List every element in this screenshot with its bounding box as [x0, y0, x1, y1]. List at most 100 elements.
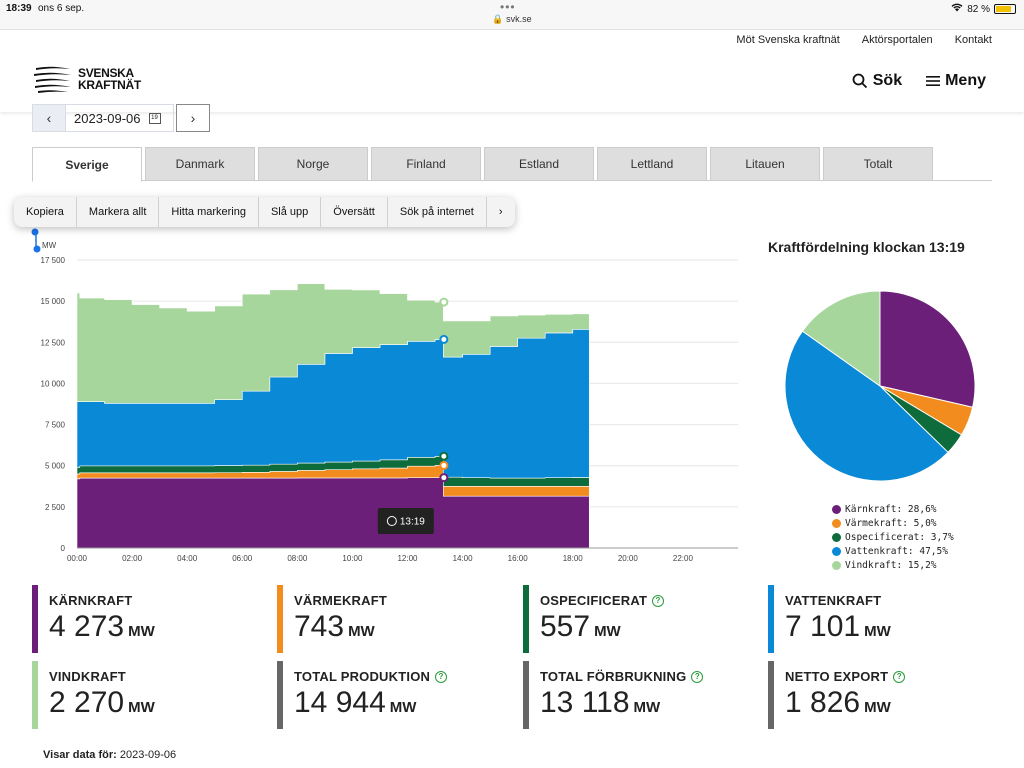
ctx-copy[interactable]: Kopiera — [14, 197, 77, 227]
card-total-forbrukning: TOTAL FÖRBRUKNING? 13 118 MW — [523, 661, 743, 729]
data-date-value: 2023-09-06 — [119, 749, 177, 761]
ctx-look-up[interactable]: Slå upp — [259, 197, 322, 227]
pie-title: Kraftfördelning klockan 13:19 — [768, 239, 965, 255]
card-vindkraft: VINDKRAFT 2 270 MW — [32, 661, 252, 729]
date-navigator: ‹ 2023-09-06 19 › — [32, 104, 210, 134]
toplink-kontakt[interactable]: Kontakt — [954, 34, 992, 46]
tab-norge[interactable]: Norge — [258, 147, 368, 180]
next-day-button[interactable]: › — [176, 104, 210, 132]
card-label: VINDKRAFT — [49, 669, 126, 684]
pie-chart-svg[interactable] — [780, 286, 980, 486]
pie-slice-kärnkraft[interactable] — [879, 290, 976, 408]
toplink-aktorsportalen[interactable]: Aktörsportalen — [861, 34, 933, 46]
clock-icon — [386, 516, 397, 526]
browser-dots-icon[interactable]: ••• — [500, 0, 516, 14]
ios-status-bar: 18:39 ons 6 sep. ••• 🔒 svk.se 82 % — [0, 0, 1024, 30]
tab-estland[interactable]: Estland — [484, 147, 594, 180]
legend-dot — [832, 546, 841, 556]
tab-lettland[interactable]: Lettland — [597, 147, 707, 180]
card-ospecificerat: OSPECIFICERAT? 557 MW — [523, 585, 743, 653]
status-date: ons 6 sep. — [38, 3, 85, 14]
selection-handle[interactable] — [33, 245, 41, 253]
hamburger-icon — [926, 76, 941, 86]
card-label: TOTAL PRODUKTION? — [294, 661, 497, 684]
search-icon — [852, 73, 867, 89]
card-total-produktion: TOTAL PRODUKTION? 14 944 MW — [277, 661, 497, 729]
production-chart[interactable]: 0 2 500 5 000 7 500 10 000 12 500 15 000 17 500… — [20, 228, 750, 568]
tab-totalt[interactable]: Totalt — [823, 147, 933, 180]
y-tick-label: 2 500 — [45, 503, 66, 512]
legend-dot — [832, 560, 841, 570]
production-chart-svg[interactable]: 0 2 500 5 000 7 500 10 000 12 500 15 000 17 500… — [20, 228, 750, 568]
hover-marker — [439, 460, 449, 470]
pie-slice-vattenkraft[interactable] — [784, 330, 949, 482]
country-tabs: Sverige Danmark Norge Finland Estland Le… — [32, 147, 992, 182]
legend-item-varmekraft[interactable]: Värmekraft: 5,0% — [832, 516, 954, 530]
menu-label: Meny — [945, 72, 986, 89]
legend-item-karnkraft[interactable]: Kärnkraft: 28,6% — [832, 502, 954, 516]
previous-day-button[interactable]: ‹ — [32, 104, 66, 132]
toplink-mot-svenska-kraftnat[interactable]: Möt Svenska kraftnät — [736, 34, 840, 46]
status-time: 18:39 — [6, 3, 32, 14]
time-tooltip — [377, 508, 434, 534]
url-text: svk.se — [506, 14, 532, 24]
help-icon[interactable]: ? — [893, 670, 906, 683]
calendar-icon[interactable]: 19 — [148, 112, 161, 124]
legend-label: Värmekraft: 5,0% — [845, 517, 937, 529]
chevron-right-icon: › — [190, 110, 196, 126]
site-header: Möt Svenska kraftnät Aktörsportalen Kont… — [0, 30, 1024, 112]
x-tick-label: 08:00 — [287, 554, 308, 563]
menu-button[interactable]: Meny — [926, 72, 986, 90]
address-bar[interactable]: 🔒 svk.se — [0, 14, 1024, 25]
battery-percent: 82 % — [967, 3, 990, 15]
ctx-find-selection[interactable]: Hitta markering — [159, 197, 259, 227]
search-button[interactable]: Sök — [852, 72, 902, 90]
tab-finland[interactable]: Finland — [371, 147, 481, 180]
card-karnkraft: KÄRNKRAFT 4 273 MW — [32, 585, 252, 653]
y-tick-label: 7 500 — [45, 421, 66, 430]
ctx-select-all[interactable]: Markera allt — [77, 197, 160, 227]
legend-item-vindkraft[interactable]: Vindkraft: 15,2% — [832, 558, 954, 572]
x-tick-label: 06:00 — [232, 554, 253, 563]
legend-label: Vindkraft: 15,2% — [845, 559, 937, 571]
card-value: 14 944 MW — [294, 686, 417, 719]
tab-danmark[interactable]: Danmark — [145, 147, 255, 180]
card-value: 4 273 MW — [49, 610, 155, 643]
tab-sverige[interactable]: Sverige — [32, 147, 142, 182]
top-links: Möt Svenska kraftnät Aktörsportalen Kont… — [736, 34, 992, 46]
card-varmekraft: VÄRMEKRAFT 743 MW — [277, 585, 497, 653]
search-label: Sök — [872, 72, 903, 89]
card-vattenkraft: VATTENKRAFT 7 101 MW — [768, 585, 988, 653]
battery-icon — [994, 4, 1016, 14]
card-label: OSPECIFICERAT? — [540, 585, 743, 608]
ctx-search-web[interactable]: Sök på internet — [388, 197, 487, 227]
legend-dot — [832, 518, 841, 528]
help-icon[interactable]: ? — [691, 670, 704, 683]
pie-slice-vindkraft[interactable] — [801, 290, 881, 387]
y-tick-label: 0 — [61, 544, 66, 553]
selection-handle[interactable] — [31, 228, 39, 236]
date-field[interactable]: 2023-09-06 19 — [66, 104, 174, 132]
x-tick-label: 18:00 — [563, 554, 584, 563]
y-axis-unit: MW — [42, 241, 57, 250]
tab-litauen[interactable]: Litauen — [710, 147, 820, 180]
y-tick-label: 17 500 — [41, 256, 66, 265]
y-tick-label: 12 500 — [41, 338, 66, 347]
hover-marker — [439, 451, 449, 461]
card-value: 2 270 MW — [49, 686, 155, 719]
help-icon[interactable]: ? — [435, 670, 448, 683]
help-icon[interactable]: ? — [652, 594, 665, 607]
card-netto-export: NETTO EXPORT? 1 826 MW — [768, 661, 988, 729]
ctx-more-chevron-icon[interactable]: › — [498, 206, 503, 218]
x-tick-label: 22:00 — [673, 554, 694, 563]
legend-item-vattenkraft[interactable]: Vattenkraft: 47,5% — [832, 544, 954, 558]
ctx-translate[interactable]: Översätt — [321, 197, 388, 227]
wifi-icon — [951, 3, 963, 15]
card-value: 743 MW — [294, 610, 375, 643]
pie-chart[interactable] — [780, 286, 980, 486]
legend-item-ospecificerat[interactable]: Ospecificerat: 3,7% — [832, 530, 954, 544]
area-series-vindkraft[interactable] — [76, 283, 590, 404]
logo[interactable]: SVENSKA KRAFTNÄT — [34, 64, 141, 94]
card-value: 7 101 MW — [785, 610, 891, 643]
logo-text: SVENSKA KRAFTNÄT — [78, 66, 141, 92]
